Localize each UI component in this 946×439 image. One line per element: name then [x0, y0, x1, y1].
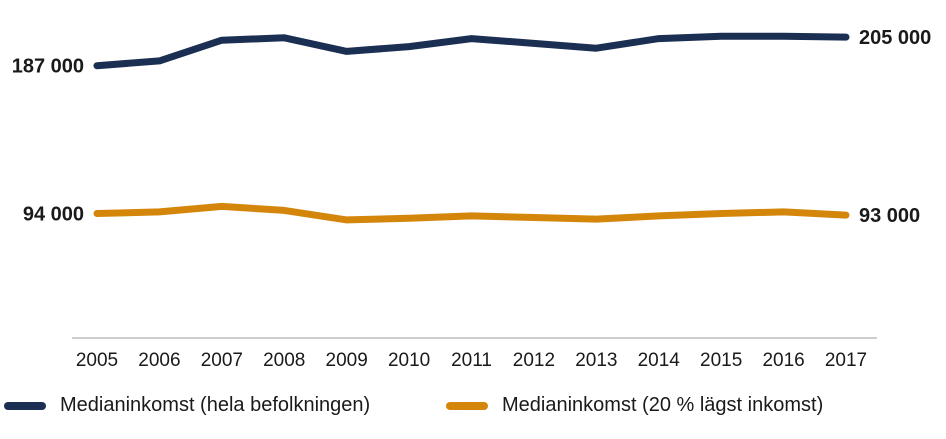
legend-swatch-series-1 [4, 401, 46, 410]
legend-label-series-2: Medianinkomst (20 % lägst inkomst) [502, 394, 824, 416]
x-tick-label: 2010 [388, 350, 430, 371]
x-tick-label: 2005 [76, 350, 118, 371]
series-lines [93, 32, 850, 224]
x-axis-ticks: 2005 2006 2007 2008 2009 2010 2011 2012 2013 2014… [76, 350, 867, 371]
x-tick-label: 2011 [451, 350, 492, 371]
x-tick-label: 2016 [762, 350, 804, 371]
x-tick-label: 2009 [326, 350, 368, 371]
x-tick-label: 2006 [138, 350, 180, 371]
x-tick-label: 2015 [700, 350, 742, 371]
x-tick-label: 2014 [638, 350, 681, 371]
start-value-label-series-1: 187 000 [12, 56, 84, 78]
x-tick-label: 2008 [263, 350, 305, 371]
x-tick-label: 2012 [513, 350, 555, 371]
line-chart: 2005 2006 2007 2008 2009 2010 2011 2012 2013 2014… [12, 27, 932, 371]
data-labels: 187 000 205 000 94 000 93 000 [12, 27, 932, 227]
legend-swatch-series-2 [446, 401, 488, 410]
x-tick-label: 2013 [575, 350, 617, 371]
series-line-1 [93, 32, 850, 70]
legend-item-series-2: Medianinkomst (20 % lägst inkomst) [446, 394, 823, 417]
x-tick-label: 2007 [201, 350, 243, 371]
legend-item-series-1: Medianinkomst (hela befolkningen) [4, 394, 370, 417]
end-value-label-series-2: 93 000 [859, 205, 920, 227]
legend: Medianinkomst (hela befolkningen) Median… [0, 394, 946, 424]
x-tick-label: 2017 [825, 350, 867, 371]
series-line-2 [93, 202, 850, 224]
end-value-label-series-1: 205 000 [859, 27, 931, 49]
start-value-label-series-2: 94 000 [23, 204, 84, 226]
legend-label-series-1: Medianinkomst (hela befolkningen) [60, 394, 371, 416]
